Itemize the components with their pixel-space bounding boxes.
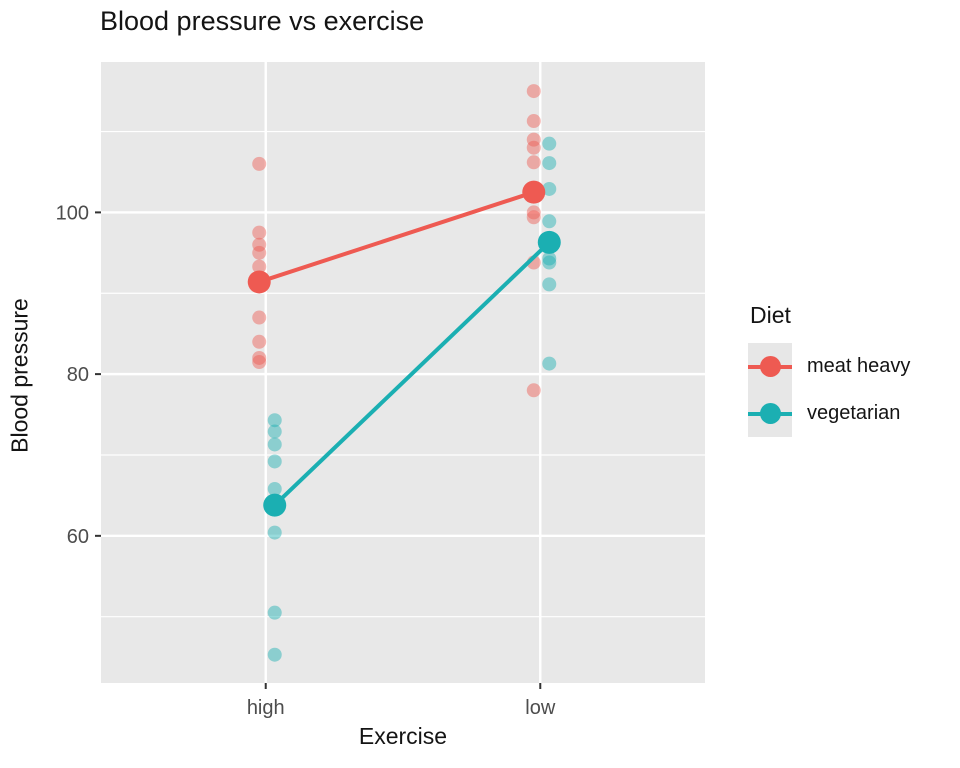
data-point-vegetarian: [267, 424, 282, 439]
x-tick-label: high: [247, 697, 285, 719]
data-point-meat-heavy: [252, 334, 267, 349]
data-point-meat-heavy: [252, 225, 267, 240]
data-point-meat-heavy: [526, 132, 541, 147]
legend-dot-icon: [759, 356, 781, 377]
data-point-vegetarian: [542, 214, 557, 229]
y-tick-label: 60: [67, 526, 89, 548]
x-axis-title: Exercise: [358, 723, 448, 749]
data-point-meat-heavy: [252, 354, 267, 369]
legend-title: Diet: [750, 302, 791, 328]
x-tick-label: low: [525, 697, 556, 719]
mean-point-vegetarian: [263, 493, 287, 517]
data-point-meat-heavy: [526, 210, 541, 225]
legend-item-meat-heavy: meat heavy: [748, 343, 910, 390]
mean-line-meat-heavy: [258, 190, 535, 284]
legend-label: vegetarian: [807, 402, 901, 424]
legend: Diet meat heavy vegetarian: [748, 302, 910, 437]
data-point-vegetarian: [542, 136, 557, 151]
data-point-vegetarian: [267, 413, 282, 428]
data-point-vegetarian: [267, 605, 282, 620]
data-point-vegetarian: [542, 181, 557, 196]
legend-dot-icon: [759, 403, 781, 424]
data-point-vegetarian: [267, 454, 282, 469]
data-point-meat-heavy: [526, 383, 541, 398]
data-point-vegetarian: [267, 525, 282, 540]
data-point-vegetarian: [267, 647, 282, 662]
y-axis-title: Blood pressure: [6, 298, 33, 453]
mean-line-vegetarian: [273, 240, 551, 507]
data-point-meat-heavy: [526, 140, 541, 155]
data-point-meat-heavy: [252, 350, 267, 365]
chart-title: Blood pressure vs exercise: [100, 6, 425, 36]
legend-label: meat heavy: [807, 355, 911, 377]
data-point-vegetarian: [267, 481, 282, 496]
y-tick-label: 80: [67, 364, 89, 386]
data-point-vegetarian: [542, 156, 557, 171]
data-point-meat-heavy: [252, 245, 267, 260]
data-point-meat-heavy: [526, 114, 541, 129]
mean-point-meat-heavy: [522, 180, 546, 204]
data-point-meat-heavy: [526, 205, 541, 220]
data-point-meat-heavy: [526, 84, 541, 99]
data-point-meat-heavy: [252, 237, 267, 252]
legend-item-vegetarian: vegetarian: [748, 390, 910, 437]
legend-key-meat-heavy: [748, 343, 792, 390]
data-point-meat-heavy: [252, 156, 267, 171]
data-point-meat-heavy: [252, 310, 267, 325]
data-point-vegetarian: [542, 356, 557, 371]
data-point-vegetarian: [542, 251, 557, 266]
data-point-vegetarian: [542, 255, 557, 270]
mean-point-vegetarian: [537, 230, 561, 254]
legend-key-vegetarian: [748, 390, 792, 437]
data-point-vegetarian: [267, 437, 282, 452]
data-point-meat-heavy: [526, 155, 541, 170]
data-point-vegetarian: [542, 277, 557, 292]
y-tick-label: 100: [56, 202, 89, 224]
mean-point-meat-heavy: [247, 270, 271, 294]
data-point-meat-heavy: [252, 259, 267, 274]
panel-background: [101, 62, 705, 683]
